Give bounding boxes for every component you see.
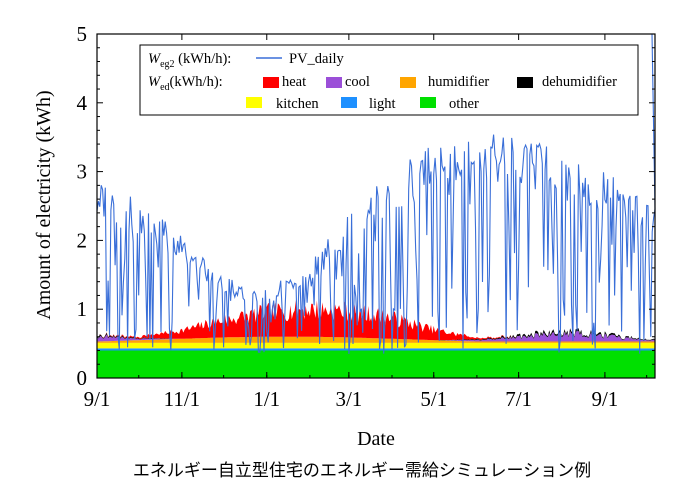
- figure-caption: エネルギー自立型住宅のエネルギー需給シミュレーション例: [133, 461, 591, 481]
- x-tick-label: 11/1: [164, 387, 201, 411]
- legend-swatch-light: [341, 97, 357, 108]
- area-humidifier: [97, 336, 655, 343]
- area-light: [97, 348, 655, 351]
- plot-frame: [96, 33, 656, 379]
- area-heat: [97, 299, 655, 341]
- stacked-demand-areas: [97, 299, 655, 378]
- legend-swatch-humidifier: [400, 77, 416, 88]
- x-tick-label: 7/1: [505, 387, 532, 411]
- area-dehumidifier: [97, 328, 655, 341]
- y-tick-label: 1: [77, 297, 88, 321]
- legend-label-other: other: [449, 96, 479, 112]
- legend-label-kitchen: kitchen: [276, 96, 319, 112]
- legend-demand-label: Wed(kWh/h):: [148, 74, 223, 93]
- x-tick-label: 9/1: [84, 387, 111, 411]
- legend-swatch-cool: [326, 77, 342, 88]
- y-tick-label: 3: [77, 160, 88, 184]
- pv-daily-line: [96, 33, 656, 354]
- x-axis: 9/1 11/1 1/1 3/1 5/1 7/1 9/1: [84, 34, 648, 411]
- y-tick-label: 2: [77, 228, 88, 252]
- y-tick-label: 4: [77, 91, 88, 115]
- legend: Weg2 (kWh/h): PV_daily Wed(kWh/h): heat cool…: [139, 44, 639, 116]
- legend-supply-label: Weg2 (kWh/h):: [148, 51, 231, 70]
- x-axis-label: Date: [357, 428, 395, 450]
- x-tick-label: 5/1: [420, 387, 447, 411]
- x-tick-label: 3/1: [335, 387, 362, 411]
- area-cool: [97, 330, 655, 342]
- area-kitchen: [97, 342, 655, 349]
- y-tick-label: 5: [77, 22, 88, 46]
- legend-box: [139, 44, 639, 116]
- legend-swatch-other: [420, 97, 436, 108]
- y-tick-label: 0: [77, 366, 88, 390]
- legend-swatch-kitchen: [246, 97, 262, 108]
- legend-label-heat: heat: [282, 74, 306, 90]
- legend-label-light: light: [369, 96, 396, 112]
- y-axis-label: Amount of electricity (kWh): [33, 90, 55, 319]
- legend-label-cool: cool: [345, 74, 370, 90]
- legend-label-pv: PV_daily: [289, 51, 345, 67]
- legend-label-humidifier: humidifier: [428, 74, 489, 90]
- x-tick-label: 1/1: [253, 387, 280, 411]
- legend-label-dehumidifier: dehumidifier: [542, 74, 617, 90]
- legend-swatch-heat: [263, 77, 279, 88]
- x-tick-label: 9/1: [591, 387, 618, 411]
- area-other: [97, 350, 655, 378]
- legend-swatch-dehumidifier: [517, 77, 533, 88]
- y-axis: 0 1 2 3 4 5: [77, 22, 655, 390]
